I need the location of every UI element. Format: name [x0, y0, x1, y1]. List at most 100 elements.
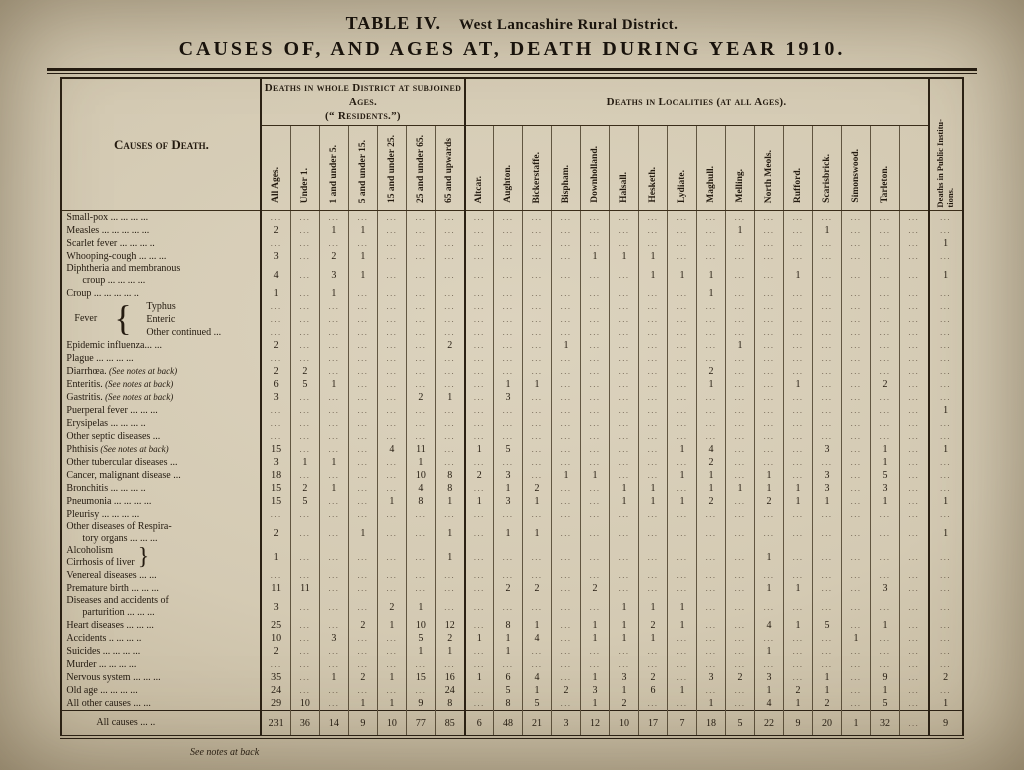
value-cell: 1 — [667, 263, 697, 287]
empty-cell-dots: ... — [792, 238, 804, 248]
empty-cell: ... — [812, 645, 842, 658]
empty-cell-dots: ... — [473, 314, 485, 324]
value-cell: 4 — [376, 443, 407, 456]
empty-cell-dots: ... — [908, 527, 920, 538]
empty-cell: ... — [927, 365, 964, 378]
empty-cell-dots: ... — [821, 527, 833, 538]
empty-cell: ... — [318, 569, 349, 582]
empty-cell-dots: ... — [618, 457, 630, 467]
empty-cell-dots: ... — [560, 418, 572, 428]
empty-cell-dots: ... — [647, 366, 659, 376]
empty-cell: ... — [463, 339, 494, 352]
value-cell: 1 — [725, 482, 755, 495]
empty-cell: ... — [289, 339, 320, 352]
empty-cell: ... — [463, 378, 494, 391]
empty-cell-dots: ... — [270, 238, 282, 248]
empty-cell-dots: ... — [821, 646, 833, 656]
empty-cell-dots: ... — [386, 551, 398, 562]
empty-cell-dots: ... — [850, 392, 862, 402]
value-cell: 15 — [405, 671, 436, 684]
empty-cell: ... — [551, 237, 581, 250]
empty-cell: ... — [463, 300, 494, 313]
empty-cell: ... — [493, 595, 523, 619]
empty-cell-dots: ... — [705, 340, 717, 350]
empty-cell-dots: ... — [444, 457, 456, 467]
empty-cell-dots: ... — [705, 418, 717, 428]
empty-cell-dots: ... — [908, 431, 920, 441]
empty-cell-dots: ... — [734, 527, 746, 538]
empty-cell-dots: ... — [940, 353, 951, 363]
empty-cell: ... — [376, 582, 407, 595]
empty-cell-dots: ... — [850, 418, 862, 428]
empty-cell: ... — [870, 287, 900, 300]
cause-label-line: Small-pox ... ... ... ... — [66, 211, 149, 223]
empty-cell: ... — [260, 300, 291, 313]
empty-cell-dots: ... — [589, 392, 601, 402]
empty-cell: ... — [522, 469, 552, 482]
value-cell: 2 — [318, 250, 349, 263]
public-institutions-header: Deaths in Public Institu-tions. — [927, 78, 964, 211]
empty-cell-dots: ... — [560, 646, 572, 656]
empty-cell-dots: ... — [792, 509, 804, 519]
value-cell: 2 — [696, 456, 726, 469]
empty-cell-dots: ... — [357, 633, 369, 643]
cause-label-line: Plague ... ... ... ... — [66, 352, 134, 364]
value-cell: 7 — [667, 710, 697, 739]
empty-cell: ... — [870, 569, 900, 582]
empty-cell: ... — [898, 391, 930, 404]
value-cell: 21 — [522, 710, 552, 739]
cause-label-line: Accidents .. ... ... .. — [66, 632, 142, 644]
empty-cell-dots: ... — [618, 379, 630, 389]
empty-cell-dots: ... — [850, 583, 862, 593]
empty-cell-dots: ... — [589, 379, 601, 389]
empty-cell: ... — [551, 671, 581, 684]
empty-cell: ... — [638, 237, 668, 250]
empty-cell: ... — [580, 263, 610, 287]
value-cell: 18 — [696, 710, 726, 739]
empty-cell: ... — [434, 430, 466, 443]
empty-cell-dots: ... — [473, 527, 485, 538]
empty-cell-dots: ... — [908, 496, 920, 506]
empty-cell: ... — [289, 391, 320, 404]
empty-cell: ... — [841, 378, 871, 391]
empty-cell: ... — [347, 417, 378, 430]
empty-cell: ... — [347, 658, 378, 671]
empty-cell-dots: ... — [792, 225, 804, 235]
footer-note-text: See notes at back — [190, 747, 260, 758]
value-cell: 1 — [667, 495, 697, 508]
empty-cell-dots: ... — [473, 301, 485, 311]
empty-cell-dots: ... — [415, 269, 427, 280]
table-row: Other diseases of Respira-tory organs ..… — [60, 521, 964, 545]
empty-cell-dots: ... — [328, 327, 340, 337]
empty-cell: ... — [434, 569, 466, 582]
empty-cell-dots: ... — [618, 405, 630, 415]
table-row: Diarrhœa. (See notes at back) 2 2.........… — [60, 365, 964, 378]
empty-cell: ... — [898, 365, 930, 378]
value-cell: 1 — [783, 482, 813, 495]
empty-cell: ... — [289, 569, 320, 582]
value-cell: 2 — [927, 671, 964, 684]
empty-cell-dots: ... — [676, 238, 688, 248]
empty-cell-dots: ... — [357, 379, 369, 389]
page-title: CAUSES OF, AND AGES AT, DEATH DURING YEA… — [178, 38, 846, 60]
public-institutions-header-text: tions. — [944, 188, 955, 208]
empty-cell: ... — [841, 671, 871, 684]
empty-cell-dots: ... — [705, 238, 717, 248]
empty-cell: ... — [898, 671, 930, 684]
empty-cell-dots: ... — [502, 212, 514, 222]
cause-label: Other diseases of Respira-tory organs ..… — [60, 521, 262, 545]
empty-cell-dots: ... — [560, 698, 572, 708]
empty-cell-dots: ... — [792, 646, 804, 656]
empty-cell-dots: ... — [386, 509, 398, 519]
value-cell: 1 — [318, 482, 349, 495]
empty-cell-dots: ... — [328, 570, 340, 580]
empty-cell: ... — [434, 595, 466, 619]
empty-cell-dots: ... — [676, 483, 688, 493]
empty-cell: ... — [725, 645, 755, 658]
empty-cell-dots: ... — [940, 483, 951, 493]
empty-cell-dots: ... — [473, 392, 485, 402]
cause-label-line: Diseases and accidents of — [66, 595, 169, 606]
cause-label: Phthisis (See notes at back) — [60, 443, 262, 456]
empty-cell-dots: ... — [792, 340, 804, 350]
empty-cell-dots: ... — [357, 444, 369, 454]
